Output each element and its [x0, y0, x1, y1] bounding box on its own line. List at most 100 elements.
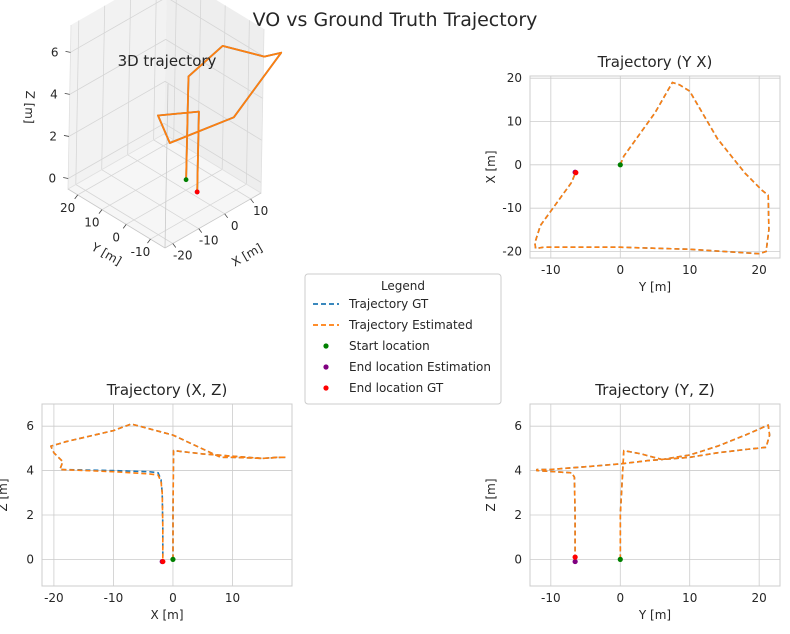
grid-z: [70, 0, 264, 57]
grid-z: [69, 38, 263, 99]
plot-frame: [529, 75, 781, 259]
z-tick: [63, 135, 70, 137]
x-tick-label: 20: [752, 263, 767, 277]
x-tick-label: 10: [682, 263, 697, 277]
x-tick-label: 10: [225, 591, 240, 605]
x-tick-label: -10: [541, 591, 561, 605]
marker-point: [572, 558, 578, 565]
plot-area: [530, 76, 780, 258]
x-tick-label: -20: [44, 591, 64, 605]
y-tick-label: 20: [507, 71, 522, 85]
y-tick-label: 4: [26, 464, 34, 478]
y-axis-label: Z [m]: [484, 478, 498, 511]
y-axis-line: [67, 188, 166, 249]
y-tick-label: 10: [507, 115, 522, 129]
x-tick: [224, 213, 228, 219]
y-tick-label: 0: [26, 552, 34, 566]
y-tick-label: 20: [60, 201, 75, 215]
y-tick-label: 6: [514, 419, 522, 433]
plot-title: Trajectory (X, Z): [106, 381, 228, 399]
pane-edge: [67, 24, 265, 194]
legend-label: Start location: [349, 339, 430, 353]
y-tick-label: 2: [514, 508, 522, 522]
series-line: [50, 423, 287, 560]
y-tick-label: 0: [514, 158, 522, 172]
x-tick-label: 0: [169, 591, 177, 605]
y-tick: [147, 238, 151, 244]
legend-label: Trajectory Estimated: [348, 318, 473, 332]
y-tick-label: 0: [514, 552, 522, 566]
pane-back-y: [68, 0, 167, 189]
x-axis-label: Y [m]: [638, 608, 671, 622]
legend: Legend Trajectory GT Trajectory Estimated S…: [304, 273, 502, 405]
z-axis-label: Z [m]: [22, 90, 37, 124]
x-tick-label: 10: [682, 591, 697, 605]
x-tick-label: 0: [616, 591, 624, 605]
x-tick-label: -10: [104, 591, 124, 605]
plot-trajectory-yx: -10 0 10 20 -20 -10 0 10 20 Trajectory (Y X) Y [m]…: [484, 53, 781, 294]
z-tick-label: 0: [49, 171, 57, 185]
grid-z: [68, 80, 263, 141]
x-tick-label: -10: [199, 234, 219, 248]
y-tick-label: -10: [131, 245, 151, 259]
x-axis-label: Y [m]: [638, 280, 671, 294]
marker-point: [573, 170, 579, 176]
marker-point-3d: [194, 189, 200, 195]
y-tick: [122, 224, 127, 229]
plot-trajectory-xz: -20 -10 0 10 0 2 4 6 Trajectory (X, Z) X [m] Z [m]: [0, 381, 293, 622]
pane-back-x: [164, 0, 264, 193]
series-line: [536, 424, 771, 560]
y-tick-label: 4: [514, 464, 522, 478]
legend-label: End location GT: [349, 381, 444, 395]
marker-point: [572, 554, 578, 560]
y-tick-label: 6: [26, 419, 34, 433]
x-tick-label: 0: [616, 263, 624, 277]
legend-box: [304, 273, 502, 405]
x-tick: [250, 198, 254, 204]
legend-label: End location Estimation: [349, 360, 491, 374]
x-axis-line: [164, 192, 262, 249]
y-tick-label: 0: [112, 230, 120, 244]
plot-title: Trajectory (Y, Z): [594, 381, 715, 399]
marker-point: [617, 162, 623, 168]
plot-frame: [529, 403, 781, 587]
marker-point: [160, 558, 166, 565]
x-axis-label: X [m]: [150, 608, 183, 622]
z-tick-label: 6: [51, 45, 59, 59]
x-tick-label: 20: [752, 591, 767, 605]
series-line: [534, 81, 770, 255]
series-line-3d: [157, 45, 283, 193]
x-tick-label: -10: [541, 263, 561, 277]
plot-title: Trajectory (Y X): [597, 53, 713, 71]
legend-swatch-dot: [323, 364, 329, 370]
plot-area: [530, 404, 780, 586]
legend-swatch-dot: [323, 385, 329, 391]
marker-point: [617, 556, 623, 562]
legend-swatch-dot: [323, 343, 329, 349]
y-tick-label: -20: [502, 245, 522, 259]
y-tick: [74, 194, 79, 200]
x-tick-label: 0: [231, 219, 239, 233]
plot-frame: [41, 403, 293, 587]
z-tick: [65, 50, 71, 53]
marker-point-3d: [183, 177, 189, 183]
z-axis-line: [164, 83, 169, 249]
y-tick-label: 2: [26, 508, 34, 522]
y-tick-label: -10: [502, 201, 522, 215]
plot-title: 3D trajectory: [118, 52, 217, 70]
z-tick: [64, 92, 70, 95]
pane-floor: [68, 134, 261, 248]
legend-label: Trajectory GT: [348, 297, 429, 311]
y-axis-label: X [m]: [484, 150, 498, 183]
y-tick: [98, 209, 103, 214]
figure-title: VO vs Ground Truth Trajectory: [253, 9, 538, 31]
z-tick: [63, 177, 69, 179]
plot-trajectory-yz: -10 0 10 20 0 2 4 6 Trajectory (Y, Z) Y [m] Z [m]: [484, 381, 781, 622]
z-tick-label: 2: [49, 129, 57, 143]
z-tick-label: 4: [50, 87, 58, 101]
x-axis-label: X [m]: [229, 241, 265, 270]
legend-title: Legend: [381, 279, 425, 293]
